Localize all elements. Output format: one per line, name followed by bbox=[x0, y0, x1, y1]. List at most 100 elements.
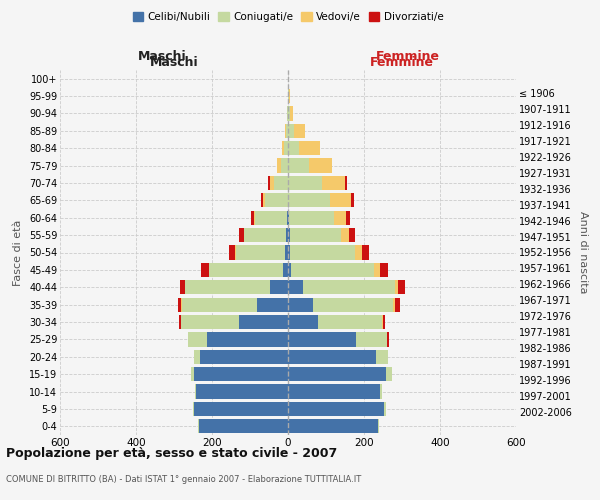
Bar bbox=[270, 280, 288, 294]
Bar bbox=[395, 298, 400, 312]
Bar bbox=[244, 228, 286, 242]
Bar bbox=[288, 106, 290, 120]
Bar bbox=[239, 315, 288, 329]
Bar bbox=[288, 332, 356, 346]
Bar bbox=[288, 89, 289, 103]
Bar bbox=[286, 228, 288, 242]
Bar bbox=[334, 210, 346, 225]
Bar bbox=[288, 280, 303, 294]
Bar bbox=[200, 350, 288, 364]
Text: Popolazione per età, sesso e stato civile - 2007: Popolazione per età, sesso e stato civil… bbox=[6, 448, 337, 460]
Bar bbox=[382, 315, 383, 329]
Bar bbox=[393, 298, 395, 312]
Bar bbox=[286, 124, 288, 138]
Bar bbox=[362, 246, 369, 260]
Bar bbox=[179, 315, 181, 329]
Bar bbox=[185, 280, 270, 294]
Bar bbox=[387, 332, 389, 346]
Bar bbox=[288, 158, 309, 172]
Bar bbox=[193, 402, 194, 416]
Bar bbox=[374, 263, 380, 277]
Bar bbox=[198, 419, 199, 434]
Bar bbox=[345, 176, 347, 190]
Bar bbox=[188, 332, 208, 346]
Bar bbox=[288, 367, 386, 382]
Text: Femmine: Femmine bbox=[376, 50, 440, 62]
Bar bbox=[350, 193, 354, 208]
Bar bbox=[194, 350, 200, 364]
Bar bbox=[236, 246, 285, 260]
Bar bbox=[284, 141, 288, 156]
Y-axis label: Anni di nascita: Anni di nascita bbox=[578, 211, 589, 294]
Text: Maschi: Maschi bbox=[149, 56, 199, 69]
Bar bbox=[294, 124, 305, 138]
Bar bbox=[268, 176, 270, 190]
Bar bbox=[178, 298, 181, 312]
Bar bbox=[288, 124, 294, 138]
Bar bbox=[288, 141, 299, 156]
Bar bbox=[181, 315, 239, 329]
Bar bbox=[255, 210, 287, 225]
Bar bbox=[288, 350, 376, 364]
Bar bbox=[180, 280, 185, 294]
Bar bbox=[356, 332, 387, 346]
Bar bbox=[288, 419, 379, 434]
Bar bbox=[303, 280, 395, 294]
Bar bbox=[274, 176, 288, 190]
Bar bbox=[283, 263, 288, 277]
Bar bbox=[235, 246, 236, 260]
Bar bbox=[288, 298, 313, 312]
Bar bbox=[291, 263, 374, 277]
Bar bbox=[209, 263, 283, 277]
Bar bbox=[384, 402, 386, 416]
Bar bbox=[299, 141, 320, 156]
Bar bbox=[288, 210, 289, 225]
Bar bbox=[288, 246, 290, 260]
Bar bbox=[194, 402, 288, 416]
Text: Femmine: Femmine bbox=[370, 56, 434, 69]
Bar bbox=[239, 228, 244, 242]
Bar bbox=[251, 210, 254, 225]
Bar bbox=[386, 367, 392, 382]
Bar bbox=[229, 246, 235, 260]
Legend: Celibi/Nubili, Coniugati/e, Vedovi/e, Divorziati/e: Celibi/Nubili, Coniugati/e, Vedovi/e, Di… bbox=[128, 8, 448, 26]
Text: COMUNE DI BITRITTO (BA) - Dati ISTAT 1° gennaio 2007 - Elaborazione TUTTITALIA.I: COMUNE DI BITRITTO (BA) - Dati ISTAT 1° … bbox=[6, 476, 361, 484]
Bar bbox=[380, 384, 382, 398]
Bar bbox=[181, 298, 182, 312]
Bar bbox=[288, 193, 330, 208]
Bar bbox=[196, 384, 288, 398]
Bar bbox=[270, 176, 274, 190]
Bar bbox=[288, 176, 322, 190]
Bar bbox=[265, 193, 288, 208]
Bar bbox=[383, 315, 385, 329]
Bar bbox=[380, 263, 388, 277]
Bar bbox=[262, 193, 263, 208]
Y-axis label: Fasce di età: Fasce di età bbox=[13, 220, 23, 286]
Bar bbox=[376, 350, 388, 364]
Bar bbox=[199, 419, 288, 434]
Bar bbox=[282, 141, 284, 156]
Bar bbox=[288, 402, 384, 416]
Bar bbox=[330, 193, 350, 208]
Bar bbox=[288, 228, 290, 242]
Bar bbox=[195, 384, 196, 398]
Bar bbox=[288, 384, 380, 398]
Bar bbox=[194, 367, 288, 382]
Bar bbox=[289, 210, 334, 225]
Bar bbox=[208, 332, 288, 346]
Bar bbox=[322, 176, 345, 190]
Bar bbox=[285, 246, 288, 260]
Bar bbox=[288, 263, 291, 277]
Bar bbox=[277, 158, 281, 172]
Bar bbox=[287, 106, 288, 120]
Bar bbox=[289, 89, 290, 103]
Bar bbox=[313, 298, 393, 312]
Bar bbox=[263, 193, 265, 208]
Bar bbox=[288, 315, 319, 329]
Bar bbox=[341, 228, 349, 242]
Bar bbox=[290, 228, 341, 242]
Bar bbox=[182, 298, 257, 312]
Bar bbox=[319, 315, 382, 329]
Bar bbox=[355, 246, 362, 260]
Bar bbox=[290, 246, 355, 260]
